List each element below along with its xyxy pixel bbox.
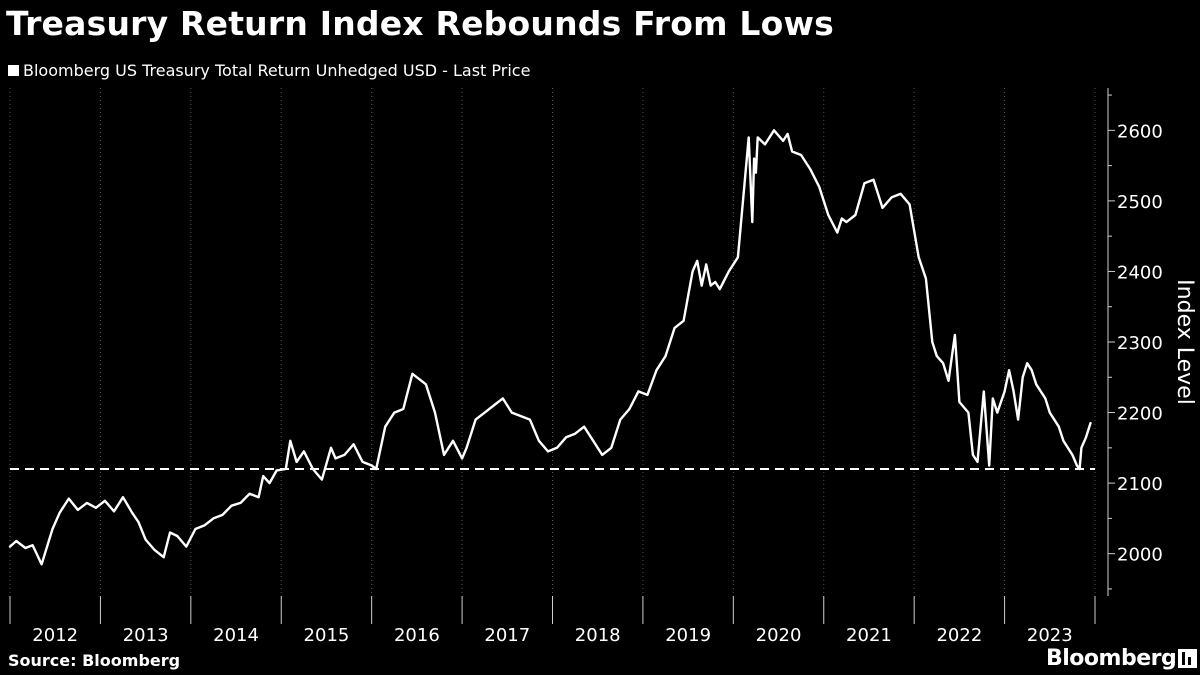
y-axis-title: Index Level	[1172, 279, 1197, 405]
axes	[9, 88, 1115, 624]
x-tick-label-2017: 2017	[484, 625, 530, 646]
x-tick-label-2012: 2012	[32, 625, 78, 646]
x-tick-label-2016: 2016	[394, 625, 440, 646]
legend-swatch	[8, 65, 19, 76]
x-tick-label-2014: 2014	[213, 625, 259, 646]
tick-labels: 2012 2013 2014 2015 2016 2017 2018 2019 2020 2021…	[32, 121, 1197, 646]
chart-title: Treasury Return Index Rebounds From Lows	[6, 4, 834, 43]
bloomberg-terminal-icon	[1178, 649, 1197, 668]
y-tick-label-2500: 2500	[1117, 192, 1163, 213]
x-tick-label-2019: 2019	[665, 625, 711, 646]
x-tick-label-2021: 2021	[846, 625, 892, 646]
x-tick-label-2023: 2023	[1027, 625, 1073, 646]
series-group	[8, 129, 1092, 566]
grid	[9, 88, 1096, 596]
source-note: Source: Bloomberg	[8, 651, 181, 670]
x-tick-label-2022: 2022	[936, 625, 982, 646]
y-tick-label-2200: 2200	[1117, 404, 1163, 425]
legend: Bloomberg US Treasury Total Return Unhed…	[8, 61, 530, 80]
y-tick-label-2600: 2600	[1117, 121, 1163, 142]
x-tick-label-2015: 2015	[304, 625, 350, 646]
x-tick-label-2018: 2018	[575, 625, 621, 646]
y-tick-label-2000: 2000	[1117, 545, 1163, 566]
y-tick-label-2300: 2300	[1117, 333, 1163, 354]
y-tick-label-2400: 2400	[1117, 262, 1163, 283]
x-tick-label-2020: 2020	[756, 625, 802, 646]
brand-logo: Bloomberg	[1046, 646, 1177, 671]
series-line-treasury-index	[8, 129, 1092, 566]
legend-label: Bloomberg US Treasury Total Return Unhed…	[23, 61, 531, 80]
x-tick-label-2013: 2013	[123, 625, 169, 646]
y-tick-label-2100: 2100	[1117, 474, 1163, 495]
